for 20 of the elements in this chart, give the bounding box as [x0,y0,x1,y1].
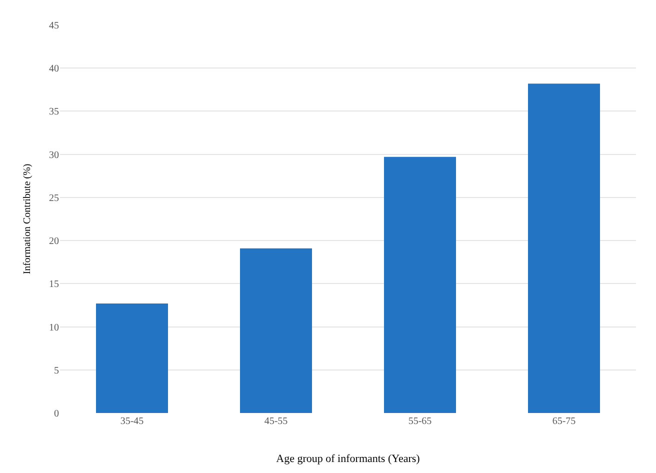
bar [384,156,456,413]
x-axis-title: Age group of informants (Years) [276,453,420,466]
x-tick-label: 65-75 [552,416,576,427]
y-tick-label: 40 [49,64,59,75]
y-tick-label: 25 [49,192,59,204]
y-tick-label: 30 [49,150,59,161]
y-tick-label: 10 [49,322,59,334]
y-tick-label: 20 [49,236,59,248]
bar [528,84,600,413]
x-tick-label: 45-55 [264,416,288,427]
x-tick-label: 35-45 [120,416,144,427]
y-tick-label: 5 [54,365,59,376]
y-tick-label: 0 [54,408,59,420]
y-tick-label: 45 [49,20,59,32]
x-tick-label: 55-65 [408,416,432,427]
bar [240,248,312,413]
y-axis-title: Information Contribute (%) [22,164,33,274]
y-tick-label: 15 [49,279,59,290]
bar [96,304,168,413]
y-tick-label: 35 [49,106,59,118]
